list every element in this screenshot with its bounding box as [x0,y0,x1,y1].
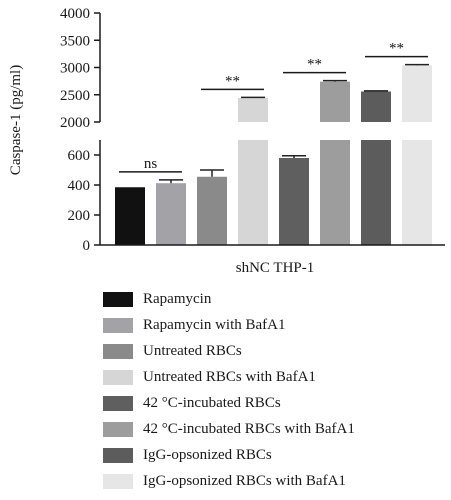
legend-swatch [103,422,133,437]
legend-label: Untreated RBCs with BafA1 [143,369,316,385]
y-tick-label: 400 [68,178,91,194]
legend-swatch [103,370,133,385]
legend-swatch [103,396,133,411]
legend-swatch [103,474,133,489]
legend-label: Untreated RBCs [143,343,242,359]
bar [402,65,432,122]
bar-lower-segment [238,140,268,245]
legend-label: IgG-opsonized RBCs [143,447,272,463]
legend-swatch [103,318,133,333]
significance-label: ** [307,57,322,73]
bar-lower-segment [361,140,391,245]
significance-label: ** [389,41,404,57]
y-tick-label: 200 [68,208,91,224]
y-axis-label: Caspase-1 (pg/ml) [8,65,24,175]
y-tick-label: 3000 [60,61,90,77]
bar-lower-segment [402,140,432,245]
bar-chart: Caspase-1 (pg/ml) shNC THP-1 0 200 400 600 2… [8,6,445,276]
y-tick-label: 4000 [60,6,90,22]
legend-label: 42 °C-incubated RBCs [143,395,281,411]
y-tick-label: 0 [83,238,91,254]
legend-label: 42 °C-incubated RBCs with BafA1 [143,421,355,437]
legend-label: Rapamycin with BafA1 [143,317,286,333]
y-tick-label: 3500 [60,33,90,49]
legend-swatch [103,448,133,463]
legend-swatch [103,344,133,359]
x-axis-label: shNC THP-1 [236,260,315,276]
significance-label: ** [225,73,240,89]
legend-swatch [103,292,133,307]
bar [320,81,350,122]
legend-label: Rapamycin [143,291,212,307]
bar [197,176,227,245]
bar-lower-segment [320,140,350,245]
y-tick-label: 2500 [60,88,90,104]
significance-label: ns [144,156,158,172]
legend-label: IgG-opsonized RBCs with BafA1 [143,473,346,489]
y-tick-label: 600 [68,148,91,164]
bar [279,158,309,245]
y-tick-label: 2000 [60,115,90,131]
bar [156,183,186,245]
bar [361,91,391,122]
bar [238,98,268,122]
bar [115,187,145,245]
